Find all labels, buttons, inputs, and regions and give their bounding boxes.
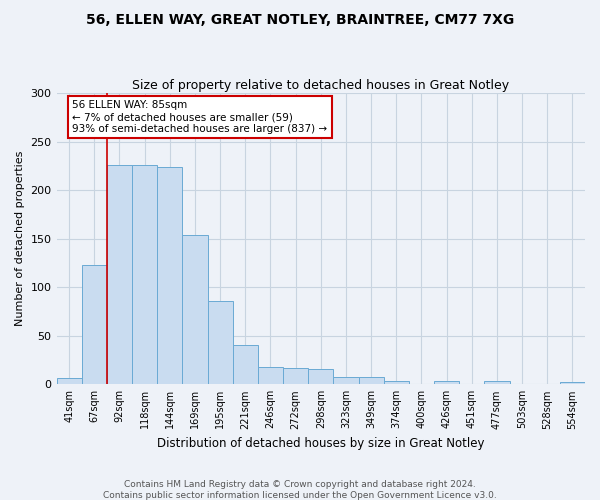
- Bar: [308, 369, 334, 384]
- Bar: [359, 376, 383, 384]
- Text: Contains HM Land Registry data © Crown copyright and database right 2024.
Contai: Contains HM Land Registry data © Crown c…: [103, 480, 497, 500]
- Bar: [233, 344, 258, 385]
- Y-axis label: Number of detached properties: Number of detached properties: [15, 151, 25, 326]
- Text: 56, ELLEN WAY, GREAT NOTLEY, BRAINTREE, CM77 7XG: 56, ELLEN WAY, GREAT NOTLEY, BRAINTREE, …: [86, 12, 514, 26]
- Bar: [560, 382, 585, 384]
- Title: Size of property relative to detached houses in Great Notley: Size of property relative to detached ho…: [132, 79, 509, 92]
- Bar: [82, 265, 107, 384]
- X-axis label: Distribution of detached houses by size in Great Notley: Distribution of detached houses by size …: [157, 437, 485, 450]
- Bar: [434, 382, 459, 384]
- Bar: [107, 165, 132, 384]
- Bar: [208, 301, 233, 384]
- Text: 56 ELLEN WAY: 85sqm
← 7% of detached houses are smaller (59)
93% of semi-detache: 56 ELLEN WAY: 85sqm ← 7% of detached hou…: [73, 100, 328, 134]
- Bar: [484, 382, 509, 384]
- Bar: [283, 368, 308, 384]
- Bar: [157, 167, 182, 384]
- Bar: [56, 378, 82, 384]
- Bar: [383, 382, 409, 384]
- Bar: [334, 376, 359, 384]
- Bar: [132, 165, 157, 384]
- Bar: [182, 235, 208, 384]
- Bar: [258, 367, 283, 384]
